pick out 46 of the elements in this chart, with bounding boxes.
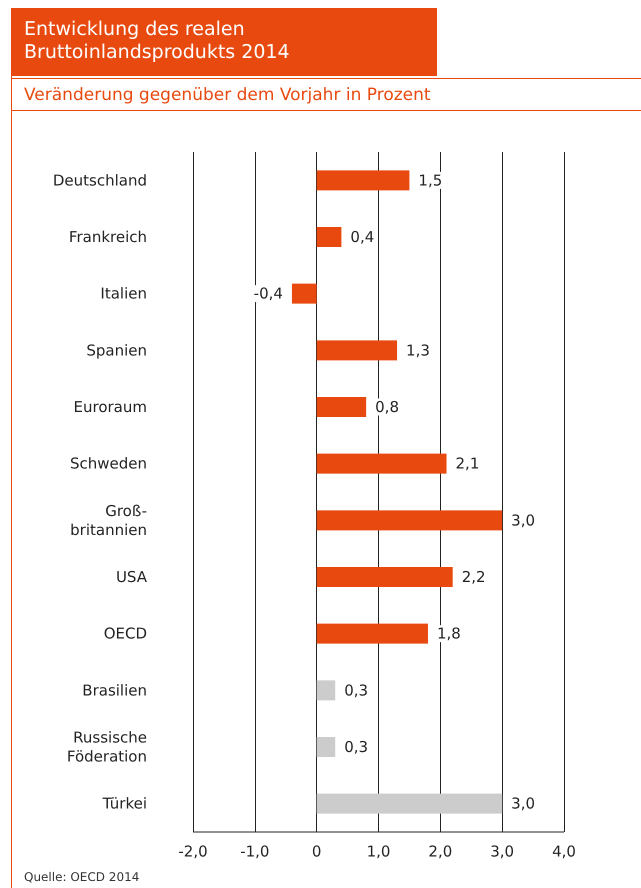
- data-label: -0,4: [254, 284, 283, 303]
- y-tick-label: Schweden: [70, 454, 147, 473]
- y-tick-label: Spanien: [86, 341, 147, 360]
- y-tick-label: Brasilien: [82, 681, 147, 700]
- data-label: 0,3: [344, 681, 368, 700]
- x-tick-label: 4,0: [552, 842, 576, 860]
- bar: [316, 624, 428, 644]
- y-tick-label: Russische Föderation: [66, 728, 147, 766]
- y-tick-label: Frankreich: [68, 228, 147, 246]
- bar: [316, 397, 366, 417]
- data-label: 1,5: [418, 171, 442, 190]
- source-note: Quelle: OECD 2014: [24, 870, 140, 884]
- x-tick-label: 0: [312, 842, 322, 860]
- x-tick-label: 1,0: [366, 842, 390, 860]
- data-label: 2,2: [462, 568, 486, 586]
- bar: [292, 284, 317, 304]
- bar: [316, 170, 410, 190]
- chart-title: Entwicklung des realen Bruttoinlandsprodukts 2014: [12, 8, 437, 76]
- chart-subtitle: Veränderung gegenüber dem Vorjahr in Prozent: [12, 78, 641, 111]
- data-label: 3,0: [511, 794, 536, 813]
- y-tick-label: Euroraum: [74, 398, 147, 416]
- x-tick-label: 2,0: [428, 842, 452, 860]
- x-tick-label: -2,0: [178, 842, 208, 860]
- data-label: 1,3: [406, 341, 430, 360]
- data-label: 0,8: [375, 398, 399, 416]
- bar: [316, 737, 336, 757]
- data-label: 3,0: [511, 511, 536, 530]
- y-tick-label: Deutschland: [52, 171, 147, 190]
- y-tick-label: USA: [116, 568, 148, 586]
- bar: [316, 227, 342, 247]
- x-tick-label: 3,0: [490, 842, 514, 860]
- bar: [316, 340, 398, 360]
- data-label: 2,1: [456, 454, 480, 473]
- data-label: 0,3: [344, 738, 368, 756]
- x-tick-label: -1,0: [240, 842, 270, 860]
- y-tick-label: Italien: [100, 284, 147, 303]
- bar: [316, 454, 447, 474]
- bar: [316, 794, 502, 814]
- data-label: 1,8: [436, 624, 461, 643]
- bar: [316, 680, 336, 700]
- y-tick-label: Türkei: [102, 794, 147, 813]
- data-label: 0,4: [350, 228, 374, 246]
- y-tick-label: Groß- britannien: [70, 502, 147, 539]
- bar: [316, 510, 502, 530]
- y-tick-label: OECD: [104, 624, 147, 643]
- bar: [316, 567, 453, 587]
